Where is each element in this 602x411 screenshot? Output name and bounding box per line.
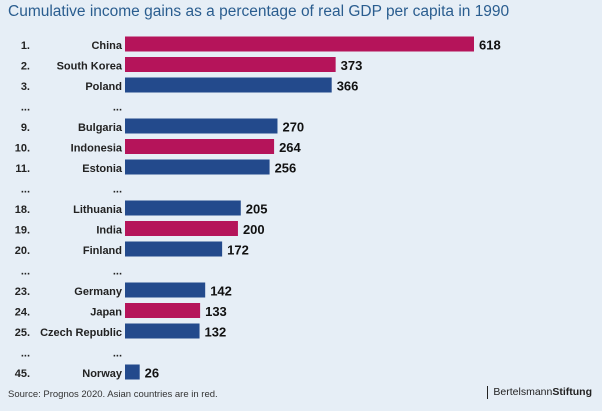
bar (125, 241, 223, 257)
rank-label: 45. (15, 368, 30, 380)
bar (125, 200, 241, 216)
value-label: 26 (145, 366, 159, 381)
value-label: 264 (279, 140, 301, 155)
brand-regular: Bertelsmann (493, 386, 553, 398)
bar (125, 364, 140, 380)
rank-label: 11. (15, 163, 30, 175)
source-note: Source: Prognos 2020. Asian countries ar… (8, 389, 218, 400)
value-label: 618 (479, 38, 501, 53)
value-label: 366 (337, 79, 359, 94)
country-label: Czech Republic (40, 327, 122, 339)
rank-label: 10. (15, 143, 30, 155)
bar (125, 221, 238, 236)
value-label: 142 (210, 284, 232, 299)
rank-label: 18. (15, 204, 30, 216)
brand-bold: Stiftung (552, 386, 592, 398)
bar (125, 303, 201, 318)
bar (125, 323, 200, 339)
rank-label: 19. (15, 225, 30, 237)
rank-label: 23. (15, 286, 30, 298)
rank-label: 25. (15, 327, 30, 339)
rank-label: 3. (21, 81, 30, 93)
country-label: China (91, 40, 122, 52)
rank-label: 2. (21, 61, 30, 73)
ellipsis-name: ... (113, 102, 122, 114)
value-label: 205 (246, 202, 268, 217)
rank-label: 1. (21, 40, 30, 52)
country-label: Indonesia (71, 143, 123, 155)
country-label: Finland (83, 245, 122, 257)
ellipsis-rank: ... (21, 348, 30, 360)
country-label: Lithuania (73, 204, 123, 216)
value-label: 270 (282, 120, 304, 135)
country-label: South Korea (57, 61, 123, 73)
country-label: Estonia (82, 163, 123, 175)
bar (125, 282, 206, 298)
value-label: 133 (205, 304, 227, 319)
ellipsis-rank: ... (21, 266, 30, 278)
ellipsis-rank: ... (21, 102, 30, 114)
value-label: 132 (205, 325, 227, 340)
bar (125, 118, 278, 134)
brand-logo: BertelsmannStiftung (487, 386, 592, 399)
rank-label: 20. (15, 245, 30, 257)
bar (125, 36, 474, 52)
value-label: 256 (275, 161, 297, 176)
bar (125, 57, 336, 72)
value-label: 373 (341, 58, 363, 73)
country-label: India (96, 225, 123, 237)
bar (125, 77, 332, 93)
value-label: 200 (243, 222, 265, 237)
rank-label: 24. (15, 307, 30, 319)
bar (125, 159, 270, 175)
country-label: Poland (85, 81, 122, 93)
ellipsis-rank: ... (21, 184, 30, 196)
ellipsis-name: ... (113, 266, 122, 278)
rank-label: 9. (21, 122, 30, 134)
country-label: Norway (82, 368, 123, 380)
bar (125, 139, 275, 154)
country-label: Bulgaria (78, 122, 123, 134)
country-label: Japan (90, 307, 122, 319)
ellipsis-name: ... (113, 184, 122, 196)
ellipsis-name: ... (113, 348, 122, 360)
value-label: 172 (227, 243, 249, 258)
chart-title: Cumulative income gains as a percentage … (8, 3, 510, 20)
country-label: Germany (74, 286, 123, 298)
